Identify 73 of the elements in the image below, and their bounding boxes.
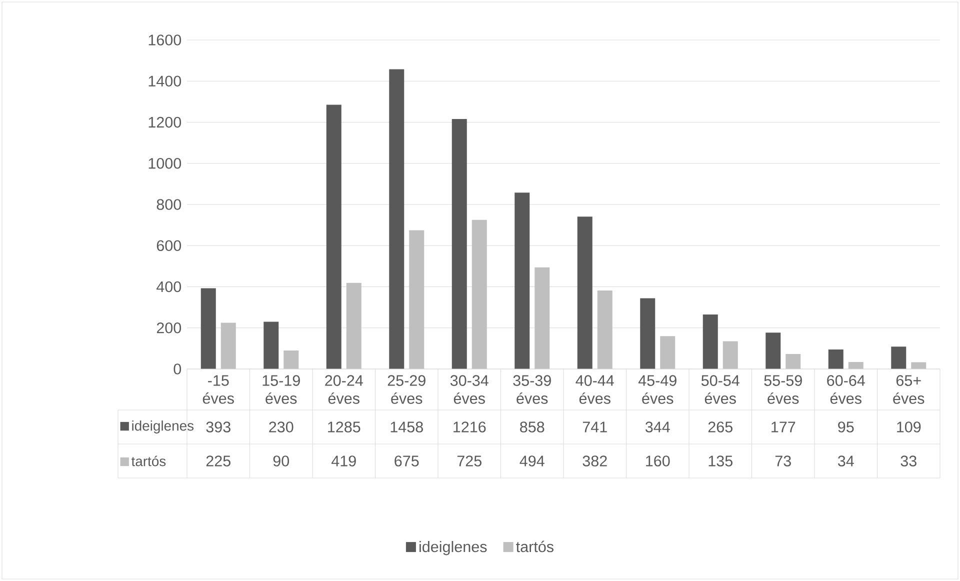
x-tick-label: -15 éves xyxy=(202,375,234,404)
x-tick-label: 40-44 éves xyxy=(576,375,614,404)
bar xyxy=(389,69,404,369)
bar xyxy=(911,362,926,369)
data-label: 1458 xyxy=(390,422,423,432)
data-label: 419 xyxy=(331,456,356,466)
x-tick-label: 65+ éves xyxy=(893,375,924,404)
data-label: 393 xyxy=(206,422,230,432)
text: ideiglenes xyxy=(420,540,487,556)
text: tartós xyxy=(516,540,554,552)
bar xyxy=(702,314,718,369)
bar xyxy=(264,322,279,369)
y-tick-label: 800 xyxy=(156,199,182,210)
bar xyxy=(409,230,424,369)
data-label: 494 xyxy=(520,456,544,466)
x-tick-label: 30-34 éves xyxy=(450,375,488,404)
x-tick-label: 45-49 éves xyxy=(638,375,676,404)
bar xyxy=(828,349,844,369)
bar xyxy=(200,288,216,369)
data-label: 160 xyxy=(646,456,670,466)
data-label: 265 xyxy=(708,422,732,432)
y-tick-label: 200 xyxy=(156,322,182,334)
y-tick-label: 1000 xyxy=(148,158,182,169)
x-tick-label: 60-64 éves xyxy=(827,375,865,404)
x-tick-label: 50-54 éves xyxy=(701,375,740,404)
bar xyxy=(722,341,738,369)
data-label: 177 xyxy=(772,422,796,432)
x-tick-label: 15-19 éves xyxy=(262,375,300,404)
bar xyxy=(891,346,906,369)
bar xyxy=(660,336,676,369)
legend-label: tartós xyxy=(131,456,166,466)
data-label: 230 xyxy=(269,422,294,432)
data-label: 135 xyxy=(708,456,732,466)
y-tick-label: 0 xyxy=(174,364,182,374)
data-label: 382 xyxy=(582,456,607,466)
bar xyxy=(534,267,550,369)
bar xyxy=(346,282,362,369)
bar xyxy=(326,104,342,369)
bar xyxy=(577,216,592,369)
data-label: 225 xyxy=(206,456,230,466)
y-tick-label: 1400 xyxy=(148,76,182,87)
data-label: 95 xyxy=(838,422,854,432)
bar xyxy=(640,298,656,369)
bar xyxy=(786,354,801,369)
bar xyxy=(848,362,864,369)
y-tick-label: 600 xyxy=(156,240,182,252)
x-tick-label: 55-59 éves xyxy=(764,375,802,404)
x-tick-label: 25-29 éves xyxy=(388,375,426,404)
bar xyxy=(452,118,467,369)
data-label: 90 xyxy=(273,456,290,466)
data-label: 741 xyxy=(582,422,607,432)
bar xyxy=(220,322,236,369)
x-tick-label: 35-39 éves xyxy=(513,375,551,404)
y-tick-label: 1600 xyxy=(148,34,182,46)
data-label: 1285 xyxy=(328,422,360,432)
bar xyxy=(472,220,487,369)
data-label: 109 xyxy=(897,422,921,432)
bar xyxy=(766,332,781,369)
data-label: 725 xyxy=(457,456,482,466)
data-label: 675 xyxy=(394,456,419,466)
data-label: 344 xyxy=(645,422,670,432)
data-label: 33 xyxy=(900,456,916,466)
data-label: 34 xyxy=(838,456,854,466)
y-tick-label: 400 xyxy=(156,281,182,292)
data-label: 1216 xyxy=(454,422,486,432)
bar xyxy=(597,290,612,369)
bar xyxy=(514,192,530,369)
data-label: 73 xyxy=(775,456,791,466)
x-tick-label: 20-24 éves xyxy=(325,375,363,404)
bar xyxy=(284,350,299,369)
y-tick-label: 1200 xyxy=(148,116,182,128)
data-label: 858 xyxy=(520,422,544,432)
legend-label: ideiglenes xyxy=(132,420,194,434)
